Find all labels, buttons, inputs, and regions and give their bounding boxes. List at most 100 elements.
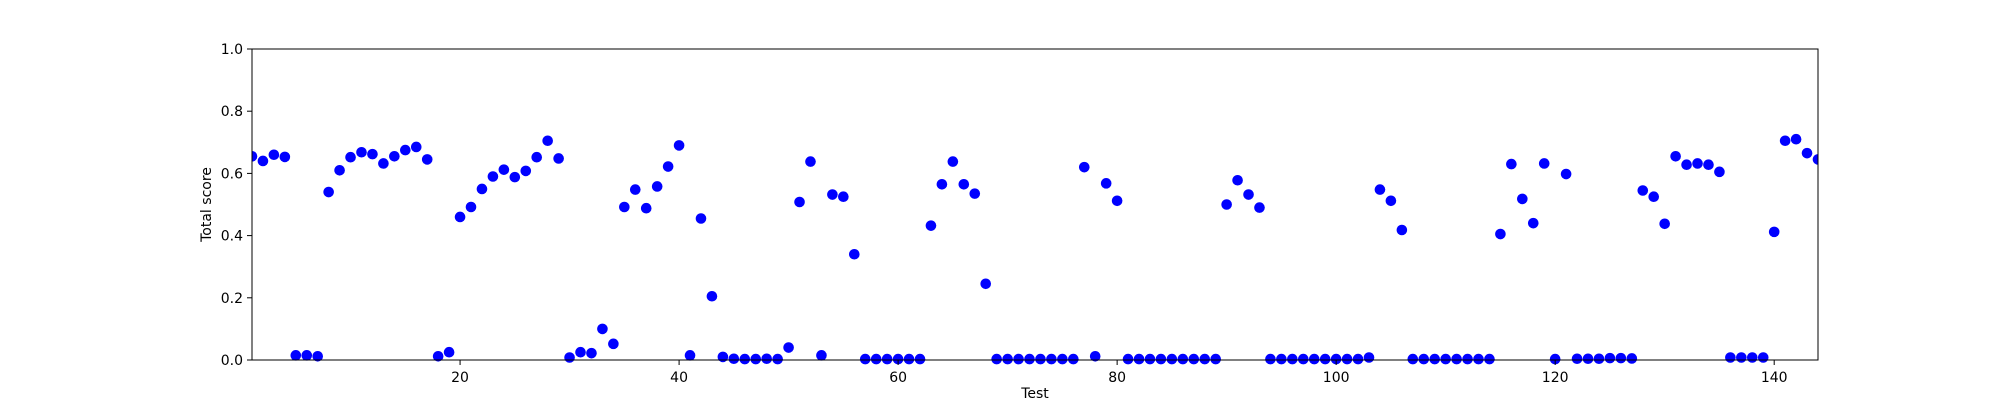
x-tick-label: 100 (1323, 370, 1350, 386)
data-point (881, 353, 893, 365)
data-point (1418, 353, 1430, 365)
data-point (400, 144, 411, 156)
x-axis-label: Test (1020, 386, 1049, 400)
data-point (1057, 353, 1068, 365)
data-point (608, 338, 619, 350)
data-point (1790, 133, 1802, 145)
data-point (1429, 353, 1441, 365)
data-point (1495, 228, 1506, 240)
data-point (1089, 350, 1101, 362)
y-tick-label: 0.2 (221, 291, 243, 307)
data-point (487, 171, 499, 182)
data-point (1615, 352, 1627, 364)
data-point (1681, 159, 1692, 170)
data-point (640, 202, 652, 214)
data-point (936, 178, 948, 190)
data-point (268, 149, 280, 161)
y-axis: 0.0 0.2 0.4 0.6 0.8 1.0 (221, 42, 252, 369)
data-point (1626, 353, 1638, 364)
data-point (531, 151, 543, 163)
data-point (859, 353, 871, 365)
data-point (1155, 353, 1167, 365)
data-point (476, 183, 488, 195)
data-point (1210, 353, 1221, 365)
data-point (1046, 353, 1057, 365)
data-point (1276, 353, 1287, 365)
data-point (1527, 217, 1539, 229)
data-point (1768, 226, 1780, 238)
data-point (586, 347, 597, 359)
data-point (980, 278, 992, 290)
data-point (1287, 353, 1298, 365)
data-point (421, 154, 433, 165)
data-point (509, 171, 521, 183)
data-point (772, 353, 783, 365)
data-point (629, 184, 641, 195)
data-point (892, 353, 904, 365)
data-point (257, 155, 269, 167)
data-point (1199, 353, 1211, 365)
data-point (1002, 353, 1013, 365)
data-point (838, 191, 849, 203)
data-point (1024, 353, 1035, 365)
data-point (947, 156, 959, 167)
data-point (849, 248, 860, 260)
y-axis-label: Total score (199, 167, 215, 243)
data-point (410, 141, 422, 153)
data-point (1571, 353, 1583, 365)
data-point (1144, 353, 1156, 365)
data-point (1440, 353, 1451, 365)
data-point (323, 186, 334, 198)
data-point (662, 161, 674, 172)
data-point (717, 351, 729, 363)
data-point (301, 350, 313, 361)
data-point (1593, 353, 1605, 365)
y-tick-label: 0.6 (221, 166, 243, 182)
data-point (252, 150, 258, 162)
data-point (651, 181, 663, 192)
data-point (1473, 353, 1484, 365)
data-point (1779, 135, 1791, 147)
data-point (597, 323, 608, 335)
data-point (1703, 159, 1714, 170)
data-point (345, 151, 356, 163)
data-point (1243, 189, 1254, 200)
data-point (520, 165, 532, 177)
data-point (1725, 352, 1736, 363)
data-point (827, 189, 838, 200)
data-point (1177, 353, 1189, 365)
data-point (432, 350, 444, 362)
data-point (1538, 158, 1550, 169)
data-point (1746, 352, 1758, 363)
data-point (498, 164, 510, 175)
data-point (1374, 184, 1386, 195)
data-point (279, 151, 291, 163)
data-point (1757, 352, 1769, 363)
x-tick-label: 80 (1108, 370, 1126, 386)
data-point (728, 353, 740, 365)
data-point (1560, 168, 1572, 180)
data-point (454, 211, 466, 223)
data-point (1035, 353, 1046, 365)
data-point (870, 353, 882, 365)
data-point (1462, 353, 1473, 365)
data-point (1484, 353, 1495, 365)
data-point (1451, 353, 1462, 365)
data-point (356, 146, 367, 158)
data-point (1637, 185, 1649, 196)
data-point (969, 188, 981, 199)
data-point (991, 353, 1002, 365)
data-point (1801, 147, 1813, 159)
data-point (465, 201, 477, 213)
data-point (1604, 352, 1616, 364)
data-point (1133, 353, 1145, 365)
data-point (695, 213, 707, 224)
y-tick-label: 0.4 (221, 229, 243, 245)
x-tick-label: 20 (451, 370, 469, 386)
data-point (1254, 202, 1265, 213)
data-point (816, 350, 827, 361)
data-point (378, 158, 389, 169)
data-point (783, 342, 794, 353)
data-point (673, 140, 685, 151)
data-point (684, 350, 696, 361)
